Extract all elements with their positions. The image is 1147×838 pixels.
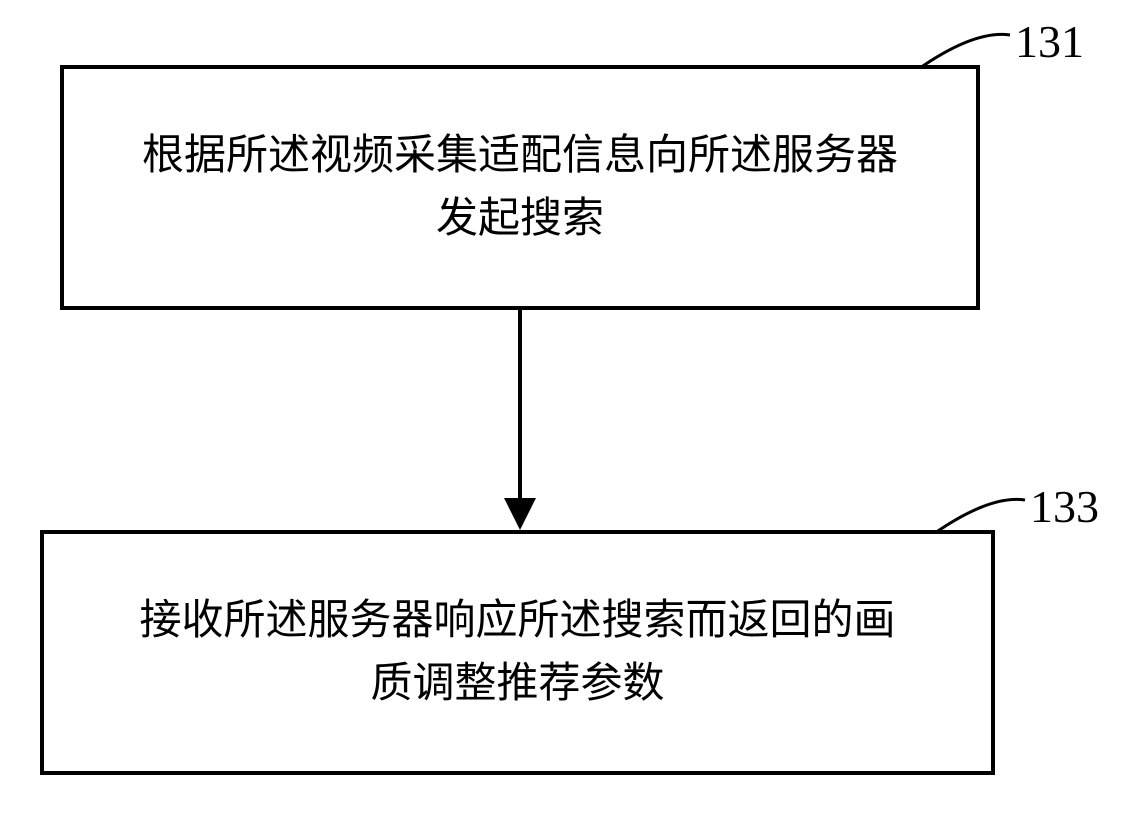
node-2-label: 133 xyxy=(1030,480,1099,533)
flowchart-container: 根据所述视频采集适配信息向所述服务器 发起搜索 131 接收所述服务器响应所述搜… xyxy=(0,0,1147,838)
node-1-label: 131 xyxy=(1015,15,1084,68)
flowchart-node-1: 根据所述视频采集适配信息向所述服务器 发起搜索 xyxy=(60,65,980,310)
node-2-text: 接收所述服务器响应所述搜索而返回的画 质调整推荐参数 xyxy=(139,590,895,716)
flowchart-node-2: 接收所述服务器响应所述搜索而返回的画 质调整推荐参数 xyxy=(40,530,995,775)
node-1-text: 根据所述视频采集适配信息向所述服务器 发起搜索 xyxy=(142,125,898,251)
